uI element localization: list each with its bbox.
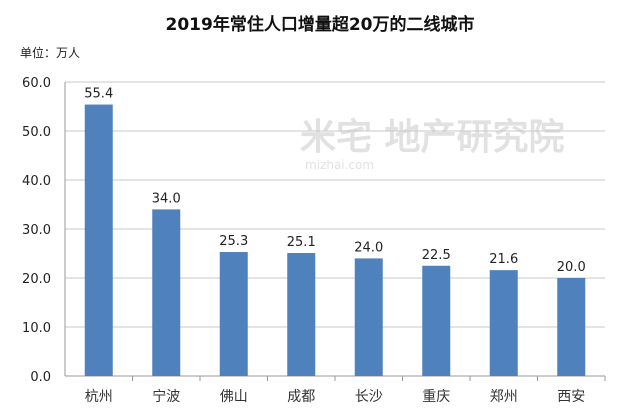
data-label: 21.6 bbox=[489, 252, 518, 267]
y-tick-label: 50.0 bbox=[22, 125, 51, 140]
y-tick-label: 0.0 bbox=[30, 370, 51, 385]
unit-label: 单位：万人 bbox=[20, 46, 81, 60]
y-tick-label: 10.0 bbox=[22, 321, 51, 336]
data-label: 20.0 bbox=[557, 260, 586, 275]
bar bbox=[152, 209, 181, 376]
bar bbox=[422, 265, 451, 376]
x-tick-label: 杭州 bbox=[85, 389, 113, 405]
bar bbox=[354, 258, 383, 376]
x-tick-label: 西安 bbox=[557, 389, 585, 405]
bar bbox=[287, 253, 316, 376]
chart-title: 2019年常住人口增量超20万的二线城市 bbox=[165, 15, 475, 35]
y-tick-label: 20.0 bbox=[22, 272, 51, 287]
x-tick-label: 宁波 bbox=[152, 388, 180, 405]
bar bbox=[489, 270, 518, 376]
x-tick-label: 重庆 bbox=[422, 389, 450, 405]
data-label: 22.5 bbox=[422, 248, 451, 263]
bar bbox=[557, 278, 586, 376]
data-label: 34.0 bbox=[152, 191, 181, 206]
data-label: 55.4 bbox=[84, 87, 113, 102]
y-tick-label: 60.0 bbox=[22, 76, 51, 91]
data-label: 24.0 bbox=[354, 240, 383, 255]
x-tick-label: 长沙 bbox=[355, 389, 383, 405]
data-label: 25.3 bbox=[219, 234, 248, 249]
x-tick-label: 郑州 bbox=[490, 389, 518, 405]
data-label: 25.1 bbox=[287, 235, 316, 250]
x-tick-label: 佛山 bbox=[220, 389, 248, 405]
bar bbox=[219, 252, 248, 376]
y-tick-label: 40.0 bbox=[22, 174, 51, 189]
x-tick-label: 成都 bbox=[287, 389, 315, 405]
bar bbox=[84, 104, 113, 376]
y-tick-label: 30.0 bbox=[22, 223, 51, 238]
